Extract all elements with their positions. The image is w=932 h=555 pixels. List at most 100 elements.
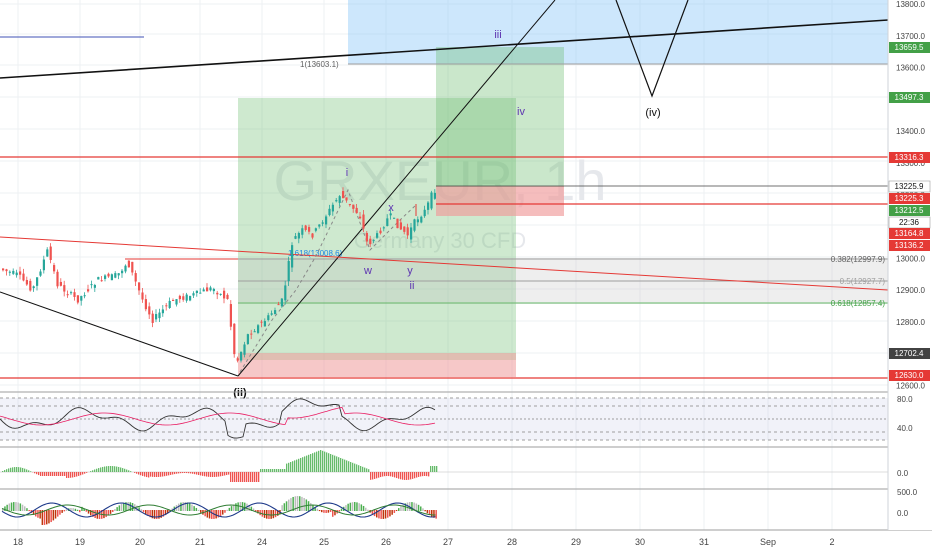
macd-bar	[378, 472, 379, 478]
candle-body	[403, 227, 405, 232]
osc-bar	[79, 510, 81, 512]
macd-bar	[212, 472, 213, 477]
osc-bar	[350, 503, 352, 511]
candle-body	[50, 247, 52, 260]
osc-bar	[286, 501, 288, 511]
macd-bar	[236, 472, 237, 482]
osc-bar	[59, 510, 61, 515]
candle-body	[226, 295, 228, 299]
candle-body	[155, 314, 157, 319]
price-axis[interactable]	[888, 0, 932, 530]
osc-bar	[193, 506, 195, 511]
osc-bar	[418, 505, 420, 511]
osc-bar	[281, 505, 283, 511]
macd-bar	[346, 460, 347, 472]
candle-body	[400, 222, 402, 229]
macd-bar	[370, 472, 371, 480]
osc-bar	[325, 510, 327, 513]
candle-body	[233, 324, 235, 354]
macd-bar	[172, 472, 173, 474]
macd-bar	[398, 472, 399, 479]
osc-bar	[328, 510, 330, 513]
rsi-pane[interactable]	[0, 398, 888, 440]
macd-bar	[322, 451, 323, 472]
osc-bar	[420, 506, 422, 511]
price-badge-label: 12702.4	[895, 349, 924, 358]
macd-bar	[268, 469, 269, 472]
candle-body	[199, 293, 201, 294]
macd-bar	[410, 472, 411, 479]
candle-body	[379, 231, 381, 234]
time-tick: 24	[257, 537, 267, 547]
macd-bar	[416, 472, 417, 478]
price-tick: 13600.0	[896, 64, 925, 73]
osc-bar	[26, 508, 28, 511]
oscillator-pane[interactable]	[2, 496, 437, 525]
candle-body	[97, 277, 99, 279]
macd-bar	[136, 472, 137, 474]
macd-bar	[168, 472, 169, 475]
wave-label-x: x	[388, 202, 394, 214]
candle-body	[158, 313, 160, 319]
candle-body	[318, 225, 320, 227]
macd-bar	[310, 454, 311, 472]
stop-zone-red-upper[interactable]	[436, 186, 564, 216]
macd-bar	[154, 472, 155, 477]
candle-body	[107, 274, 109, 277]
macd-bar	[58, 472, 59, 476]
candle-body	[84, 295, 86, 296]
candle-body	[417, 219, 419, 222]
candle-body	[339, 196, 341, 203]
macd-bar	[90, 471, 91, 472]
price-tick: 13800.0	[896, 0, 925, 9]
candle-body	[294, 236, 296, 239]
macd-bar	[176, 472, 177, 474]
wave-label-w: w	[363, 265, 372, 277]
target-zone-blue[interactable]	[348, 0, 888, 64]
macd-bar	[244, 472, 245, 482]
macd-bar	[214, 472, 215, 477]
macd-bar	[38, 472, 39, 475]
candle-body	[114, 273, 116, 278]
osc-bar	[44, 510, 46, 525]
macd-bar	[150, 472, 151, 477]
macd-bar	[94, 469, 95, 472]
osc-bar	[284, 503, 286, 511]
macd-bar	[144, 472, 145, 477]
macd-bar	[216, 472, 217, 477]
macd-bar	[318, 451, 319, 472]
candle-body	[189, 296, 191, 300]
stop-zone-red-lower[interactable]	[238, 353, 516, 377]
candle-body	[260, 322, 262, 323]
macd-bar	[174, 472, 175, 474]
macd-bar	[20, 467, 21, 472]
macd-bar	[118, 467, 119, 472]
macd-bar	[178, 472, 179, 473]
macd-bar	[66, 472, 67, 478]
macd-bar	[4, 470, 5, 472]
candle-body	[77, 295, 79, 302]
osc-bar	[387, 510, 389, 518]
macd-bar	[230, 472, 231, 482]
osc-bar	[48, 510, 50, 523]
macd-histogram-pane[interactable]	[0, 450, 888, 482]
osc-bar	[319, 510, 321, 511]
macd-bar	[246, 472, 247, 482]
macd-bar	[224, 472, 225, 475]
position-upper-green[interactable]	[436, 47, 564, 187]
macd-bar	[74, 472, 75, 477]
osc-bar	[50, 510, 52, 522]
macd-bar	[22, 468, 23, 472]
macd-bar	[430, 466, 431, 472]
macd-bar	[258, 472, 259, 482]
time-tick: 30	[635, 537, 645, 547]
osc-bar	[321, 510, 323, 512]
candle-body	[19, 271, 21, 274]
macd-bar	[84, 472, 85, 474]
macd-bar	[42, 472, 43, 476]
candle-body	[186, 295, 188, 301]
osc-bar	[75, 509, 77, 511]
